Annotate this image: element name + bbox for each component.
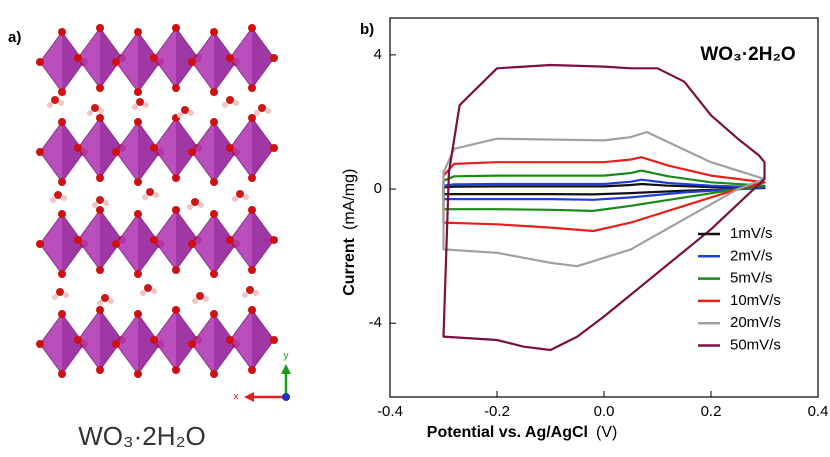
y-axis-label: Current xyxy=(341,237,358,295)
legend-label: 50mV/s xyxy=(730,336,781,353)
octahedron xyxy=(188,210,240,278)
octahedron xyxy=(74,24,126,92)
annotation: WO₃·2H₂O xyxy=(700,44,795,65)
octahedron xyxy=(188,118,240,186)
octahedron xyxy=(74,114,126,182)
octahedron xyxy=(150,306,202,374)
octahedron xyxy=(188,28,240,96)
panel-label: a) xyxy=(8,29,21,46)
octahedron xyxy=(36,28,88,96)
water xyxy=(47,96,64,108)
legend-label: 2mV/s xyxy=(730,247,773,264)
water xyxy=(87,104,104,116)
panel-label: b) xyxy=(360,21,374,38)
legend-label: 20mV/s xyxy=(730,314,781,331)
legend-label: 5mV/s xyxy=(730,270,773,287)
axis-indicator: y x xyxy=(234,351,292,403)
octahedron xyxy=(36,118,88,186)
octahedron xyxy=(112,310,164,378)
octahedron xyxy=(188,310,240,378)
octahedron xyxy=(36,210,88,278)
water xyxy=(132,98,149,110)
y-axis-title: Current (mA/mg) xyxy=(341,169,358,296)
figure: a) y x WO₃·2H₂O b) WO₃·2H₂O Potential vs… xyxy=(0,0,830,457)
x-tick-label: 0.0 xyxy=(594,403,615,420)
x-axis-label: Potential vs. Ag/AgCl xyxy=(427,424,588,441)
octahedron xyxy=(36,310,88,378)
crystal-structure xyxy=(36,24,278,378)
water xyxy=(97,294,114,306)
y-tick-label: 0 xyxy=(374,180,382,197)
water xyxy=(187,198,204,210)
octahedron xyxy=(74,206,126,274)
water xyxy=(242,286,259,298)
octahedron xyxy=(112,210,164,278)
x-tick-label: -0.4 xyxy=(377,403,403,420)
water xyxy=(140,284,157,296)
water xyxy=(52,288,69,300)
water xyxy=(232,190,249,202)
x-tick-label: 0.4 xyxy=(808,403,829,420)
octahedron xyxy=(150,114,202,182)
octahedron xyxy=(226,306,278,374)
legend-label: 1mV/s xyxy=(730,225,773,242)
octahedron xyxy=(112,28,164,96)
water xyxy=(254,104,271,116)
octahedron xyxy=(74,306,126,374)
y-tick-label: -4 xyxy=(369,314,382,331)
y-axis-unit: (mA/mg) xyxy=(341,169,358,230)
water xyxy=(177,106,194,118)
water xyxy=(50,191,67,203)
octahedron xyxy=(112,118,164,186)
legend-label: 10mV/s xyxy=(730,292,781,309)
water xyxy=(222,96,239,108)
y-tick-label: 4 xyxy=(374,46,382,63)
x-tick-label: 0.2 xyxy=(701,403,722,420)
x-axis-unit: (V) xyxy=(596,424,617,441)
octahedron xyxy=(226,24,278,92)
water xyxy=(192,292,209,304)
octahedron xyxy=(150,24,202,92)
axis-x-label: x xyxy=(234,392,239,403)
x-tick-label: -0.2 xyxy=(484,403,510,420)
octahedron xyxy=(226,114,278,182)
axis-y-label: y xyxy=(284,351,289,362)
octahedron xyxy=(150,206,202,274)
cv-curve xyxy=(444,65,765,350)
octahedron xyxy=(226,206,278,274)
water xyxy=(142,188,159,200)
caption: WO₃·2H₂O xyxy=(78,421,206,451)
